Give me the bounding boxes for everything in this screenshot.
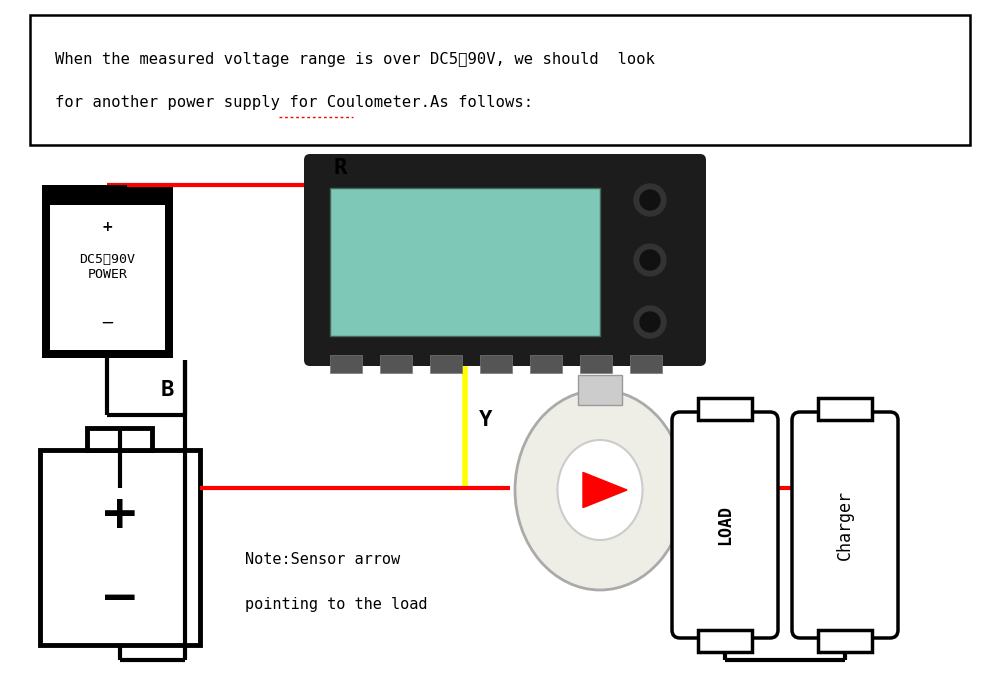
Text: −: − — [101, 314, 114, 332]
Ellipse shape — [515, 390, 685, 590]
Text: When the measured voltage range is over DC5～90V, we should  look: When the measured voltage range is over … — [55, 52, 655, 67]
FancyBboxPatch shape — [304, 154, 706, 366]
Circle shape — [640, 190, 660, 210]
Bar — [578, 375, 622, 405]
Bar — [30, 15, 970, 145]
Bar — [87, 428, 152, 450]
Bar — [330, 355, 362, 373]
Text: DC5～90V
POWER: DC5～90V POWER — [80, 253, 136, 281]
FancyBboxPatch shape — [792, 412, 898, 638]
Text: R: R — [333, 158, 347, 178]
Circle shape — [634, 244, 666, 276]
Bar — [430, 355, 462, 373]
Text: −: − — [100, 577, 140, 623]
Bar — [698, 398, 752, 420]
FancyBboxPatch shape — [672, 412, 778, 638]
Text: +: + — [102, 220, 113, 234]
Bar — [330, 188, 600, 336]
Circle shape — [634, 306, 666, 338]
Text: Charger: Charger — [836, 490, 854, 560]
Text: +: + — [100, 493, 140, 537]
Ellipse shape — [558, 440, 642, 540]
Circle shape — [640, 250, 660, 270]
Bar — [42, 185, 173, 358]
Text: LOAD: LOAD — [716, 505, 734, 545]
Circle shape — [634, 184, 666, 216]
Bar — [630, 355, 662, 373]
Bar — [818, 630, 872, 652]
Bar — [480, 355, 512, 373]
Text: Y: Y — [479, 410, 492, 430]
Text: for another power supply for Coulometer.As follows:: for another power supply for Coulometer.… — [55, 95, 533, 110]
Bar — [50, 205, 165, 350]
Circle shape — [640, 312, 660, 332]
Bar — [818, 398, 872, 420]
Bar — [698, 630, 752, 652]
Text: Note:Sensor arrow: Note:Sensor arrow — [245, 552, 400, 568]
Bar — [580, 355, 612, 373]
Bar — [87, 185, 127, 205]
Text: pointing to the load: pointing to the load — [245, 598, 428, 613]
Bar — [40, 450, 200, 645]
Bar — [380, 355, 412, 373]
Bar — [530, 355, 562, 373]
Text: B: B — [160, 380, 174, 400]
Polygon shape — [583, 473, 627, 507]
